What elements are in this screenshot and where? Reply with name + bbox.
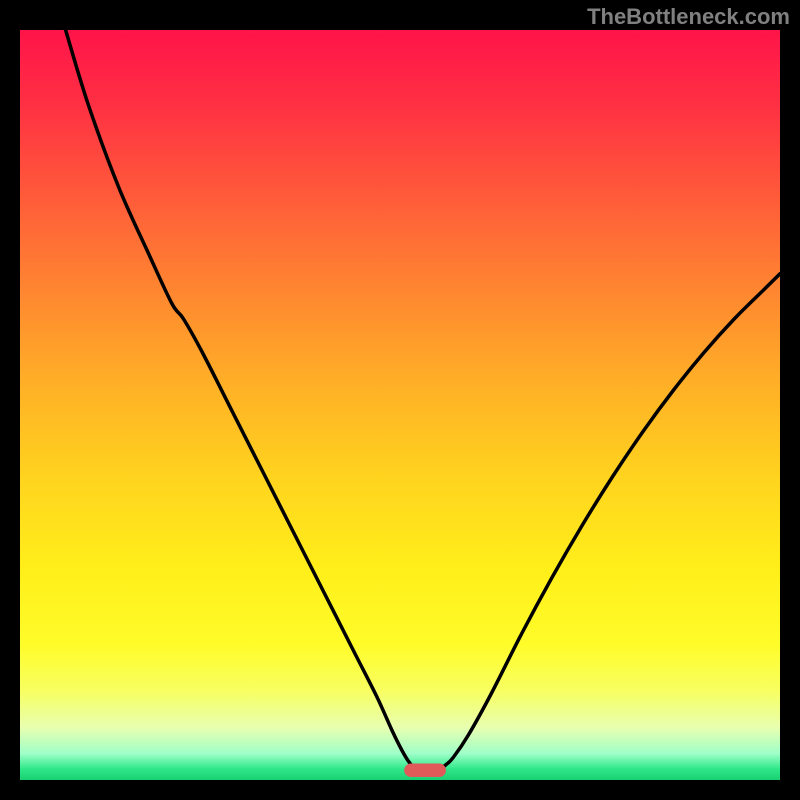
bottleneck-chart	[0, 0, 800, 800]
optimal-marker	[404, 764, 446, 778]
chart-container: TheBottleneck.com	[0, 0, 800, 800]
plot-gradient-background	[20, 30, 780, 780]
